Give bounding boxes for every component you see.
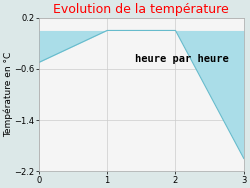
Title: Evolution de la température: Evolution de la température xyxy=(54,3,229,17)
Y-axis label: Température en °C: Température en °C xyxy=(4,52,13,137)
Text: heure par heure: heure par heure xyxy=(136,54,229,64)
